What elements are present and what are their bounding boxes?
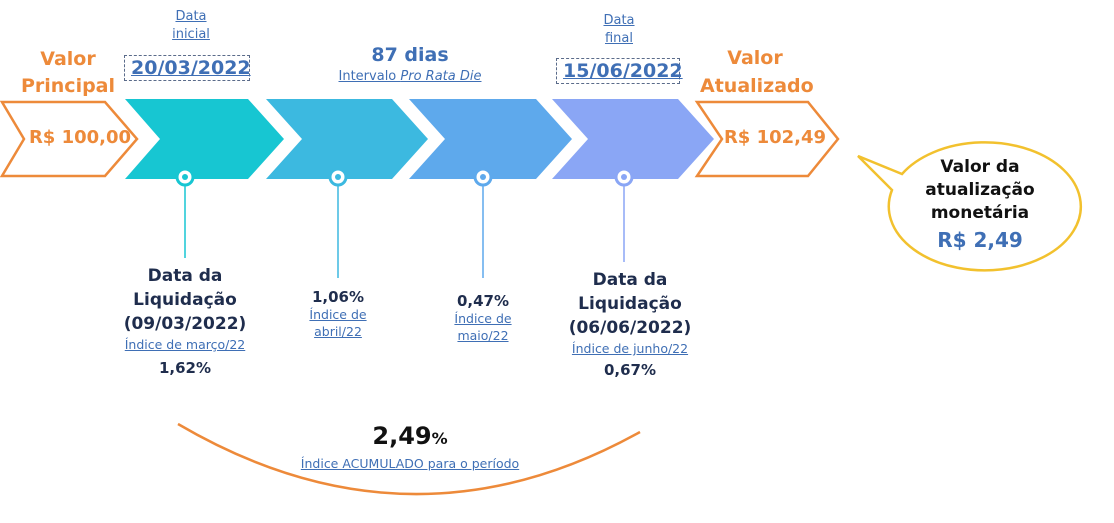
chevron-step-4 xyxy=(552,99,714,179)
callout-bubble xyxy=(857,141,1083,272)
milestone-1: Data da Liquidação (09/03/2022) Índice d… xyxy=(110,264,260,377)
milestone-2-index-label-line2: abril/22 xyxy=(314,324,362,339)
updated-chevron xyxy=(694,100,840,178)
milestone-1-index-label: Índice de março/22 xyxy=(124,337,246,352)
milestone-2: 1,06% Índice de abril/22 xyxy=(288,288,388,340)
marker-dot-2 xyxy=(328,167,348,187)
accumulated-value: 2,49% xyxy=(330,422,490,450)
milestone-3-index-label-line2: maio/22 xyxy=(457,328,509,343)
milestone-4-title-line1: Data da xyxy=(592,270,668,290)
accumulated-unit: % xyxy=(431,429,448,448)
start-date-caption: Data inicial xyxy=(150,8,232,44)
principal-chevron xyxy=(0,100,139,178)
principal-label-line2: Principal xyxy=(20,75,116,97)
accumulated-number: 2,49 xyxy=(372,422,432,450)
chevron-step-1 xyxy=(125,99,284,179)
updated-label: Valor Atualizado xyxy=(700,44,814,100)
callout-line2: atualização xyxy=(925,180,1035,200)
start-date-caption-line1: Data xyxy=(175,9,207,24)
milestone-2-index-label-line1: Índice de xyxy=(309,307,367,322)
marker-dot-4 xyxy=(614,167,634,187)
end-date-box: 15/06/2022 xyxy=(556,58,683,84)
interval-caption: Intervalo Pro Rata Die xyxy=(300,69,520,84)
milestone-2-value: 1,06% xyxy=(311,288,365,306)
updated-label-line1: Valor xyxy=(727,47,783,69)
interval-days: 87 dias xyxy=(371,44,449,66)
start-date-box: 20/03/2022 xyxy=(124,55,251,81)
callout-line3: monetária xyxy=(930,203,1030,223)
milestone-1-title-line2: Liquidação xyxy=(133,290,237,310)
milestone-3-index-label-line1: Índice de xyxy=(454,311,512,326)
milestone-4-title-line3: (06/06/2022) xyxy=(568,318,692,338)
end-date-caption-line2: final xyxy=(604,31,633,46)
milestone-4-index-label: Índice de junho/22 xyxy=(571,341,689,356)
milestone-4-index-value: 0,67% xyxy=(603,361,657,379)
end-date-caption: Data final xyxy=(578,12,660,48)
milestone-1-title-line1: Data da xyxy=(147,266,223,286)
milestone-4: Data da Liquidação (06/06/2022) Índice d… xyxy=(550,268,710,379)
marker-dot-1 xyxy=(175,167,195,187)
milestone-4-title-line2: Liquidação xyxy=(578,294,682,314)
start-date-caption-line2: inicial xyxy=(172,27,210,42)
chevron-step-2 xyxy=(266,99,428,179)
marker-dot-3 xyxy=(473,167,493,187)
updated-label-line2: Atualizado xyxy=(700,75,814,97)
milestone-3: 0,47% Índice de maio/22 xyxy=(433,292,533,344)
chevron-step-3 xyxy=(409,99,572,179)
callout-value: R$ 2,49 xyxy=(937,228,1023,252)
accumulated-label: Índice ACUMULADO para o período xyxy=(300,456,520,471)
callout-line1: Valor da xyxy=(940,157,1020,177)
milestone-1-title-line3: (09/03/2022) xyxy=(123,314,247,334)
milestone-3-value: 0,47% xyxy=(456,292,510,310)
interval-caption-prefix: Intervalo xyxy=(338,69,401,84)
end-date-caption-line1: Data xyxy=(603,13,635,28)
principal-label-line1: Valor xyxy=(40,48,96,70)
principal-label: Valor Principal xyxy=(18,46,118,100)
accumulated-arc xyxy=(177,422,641,496)
updated-value: R$ 102,49 xyxy=(723,127,827,148)
callout-text: Valor da atualização monetária R$ 2,49 xyxy=(900,156,1060,255)
principal-value: R$ 100,00 xyxy=(28,127,132,148)
milestone-1-index-value: 1,62% xyxy=(158,359,212,377)
interval-caption-italic: Pro Rata Die xyxy=(400,69,482,84)
